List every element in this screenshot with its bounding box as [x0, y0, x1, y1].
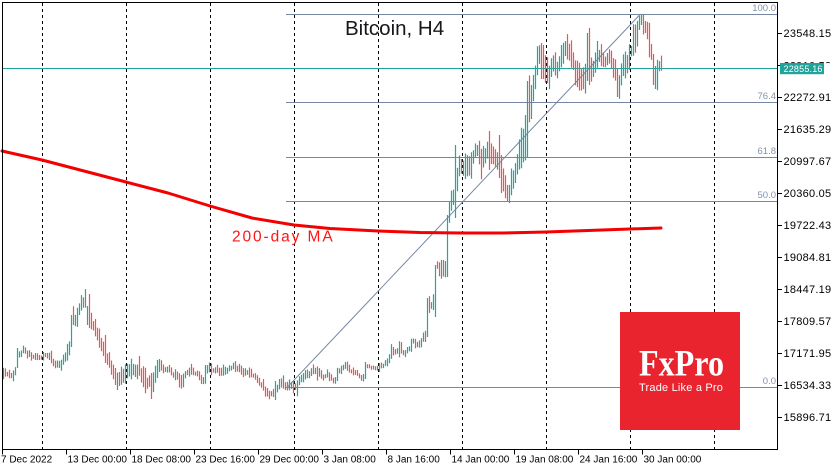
svg-text:3 Jan 08:00: 3 Jan 08:00: [324, 455, 377, 466]
svg-text:61.8: 61.8: [758, 146, 777, 157]
svg-text:30 Jan 00:00: 30 Jan 00:00: [644, 455, 702, 466]
svg-text:8 Jan 16:00: 8 Jan 16:00: [388, 455, 441, 466]
svg-text:20997.67: 20997.67: [784, 156, 832, 168]
svg-text:19722.43: 19722.43: [784, 220, 832, 232]
svg-text:24 Jan 16:00: 24 Jan 16:00: [580, 455, 638, 466]
svg-text:Trade Like a Pro: Trade Like a Pro: [639, 382, 723, 394]
svg-text:29 Dec 00:00: 29 Dec 00:00: [260, 455, 320, 466]
svg-text:Bitcoin, H4: Bitcoin, H4: [345, 17, 444, 40]
svg-text:22855.16: 22855.16: [784, 64, 823, 74]
svg-text:13 Dec 00:00: 13 Dec 00:00: [68, 455, 128, 466]
svg-text:FxPro: FxPro: [639, 344, 724, 385]
svg-text:20360.05: 20360.05: [784, 188, 832, 200]
svg-text:18 Dec 08:00: 18 Dec 08:00: [132, 455, 192, 466]
svg-text:17809.57: 17809.57: [784, 316, 832, 328]
svg-text:22272.91: 22272.91: [784, 92, 832, 104]
svg-text:200-day MA: 200-day MA: [232, 229, 335, 246]
svg-text:19 Jan 08:00: 19 Jan 08:00: [516, 455, 574, 466]
svg-text:50.0: 50.0: [758, 190, 777, 201]
svg-text:15896.71: 15896.71: [784, 412, 832, 424]
svg-text:21635.29: 21635.29: [784, 124, 832, 136]
svg-text:14 Jan 00:00: 14 Jan 00:00: [452, 455, 510, 466]
svg-text:18447.19: 18447.19: [784, 284, 832, 296]
svg-text:22910.53: 22910.53: [784, 60, 832, 72]
svg-text:19084.81: 19084.81: [784, 252, 832, 264]
svg-text:17171.95: 17171.95: [784, 348, 832, 360]
svg-text:23548.15: 23548.15: [784, 28, 832, 40]
svg-text:16534.33: 16534.33: [784, 380, 832, 392]
svg-text:100.0: 100.0: [752, 3, 776, 14]
svg-text:0.0: 0.0: [763, 376, 776, 387]
svg-text:76.4: 76.4: [758, 91, 777, 102]
svg-text:7 Dec 2022: 7 Dec 2022: [1, 455, 53, 466]
svg-text:23 Dec 16:00: 23 Dec 16:00: [196, 455, 256, 466]
